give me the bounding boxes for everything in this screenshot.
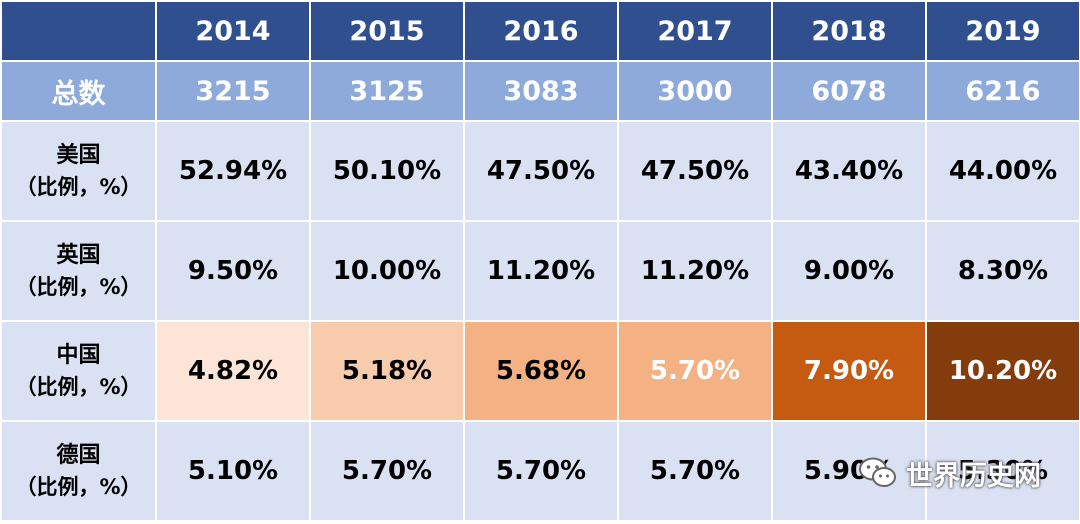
percent-cell: 7.90% bbox=[771, 320, 927, 422]
percent-cell: 5.30% bbox=[925, 420, 1080, 522]
percent-cell: 44.00% bbox=[925, 120, 1080, 222]
unit-label: （比例，%） bbox=[15, 474, 142, 499]
total-value: 3000 bbox=[617, 60, 773, 122]
percent-cell: 5.70% bbox=[617, 320, 773, 422]
unit-label: （比例，%） bbox=[15, 174, 142, 199]
percent-cell: 5.70% bbox=[309, 420, 465, 522]
corner-cell bbox=[0, 0, 157, 62]
country-label: 英国 （比例，%） bbox=[0, 220, 157, 322]
country-row: 美国 （比例，%） 52.94% 50.10% 47.50% 47.50% 43.40% 44… bbox=[0, 120, 1080, 222]
percent-cell: 47.50% bbox=[463, 120, 619, 222]
year-header: 2019 bbox=[925, 0, 1080, 62]
percent-cell: 5.18% bbox=[309, 320, 465, 422]
percent-cell: 9.00% bbox=[771, 220, 927, 322]
year-header-row: 2014 2015 2016 2017 2018 2019 bbox=[0, 0, 1080, 62]
total-value: 3215 bbox=[155, 60, 311, 122]
country-name: 德国 bbox=[56, 442, 101, 468]
percent-cell: 10.20% bbox=[925, 320, 1080, 422]
percent-cell: 5.70% bbox=[463, 420, 619, 522]
total-value: 3083 bbox=[463, 60, 619, 122]
percent-cell: 5.70% bbox=[617, 420, 773, 522]
percent-cell: 8.30% bbox=[925, 220, 1080, 322]
percent-cell: 5.68% bbox=[463, 320, 619, 422]
percent-cell: 50.10% bbox=[309, 120, 465, 222]
percent-cell: 5.90% bbox=[771, 420, 927, 522]
percent-cell: 11.20% bbox=[463, 220, 619, 322]
total-value: 3125 bbox=[309, 60, 465, 122]
total-value: 6216 bbox=[925, 60, 1080, 122]
year-header: 2016 bbox=[463, 0, 619, 62]
percent-cell: 9.50% bbox=[155, 220, 311, 322]
country-label: 中国 （比例，%） bbox=[0, 320, 157, 422]
country-name: 中国 bbox=[56, 342, 101, 368]
country-name: 美国 bbox=[56, 142, 101, 168]
country-row: 中国 （比例，%） 4.82% 5.18% 5.68% 5.70% 7.90% 10.20% bbox=[0, 320, 1080, 422]
total-label: 总数 bbox=[0, 60, 157, 122]
year-header: 2018 bbox=[771, 0, 927, 62]
country-name: 英国 bbox=[56, 242, 101, 268]
percent-cell: 47.50% bbox=[617, 120, 773, 222]
country-label: 美国 （比例，%） bbox=[0, 120, 157, 222]
percent-cell: 11.20% bbox=[617, 220, 773, 322]
year-header: 2015 bbox=[309, 0, 465, 62]
percent-cell: 52.94% bbox=[155, 120, 311, 222]
total-row: 总数 3215 3125 3083 3000 6078 6216 bbox=[0, 60, 1080, 122]
percent-cell: 5.10% bbox=[155, 420, 311, 522]
unit-label: （比例，%） bbox=[15, 374, 142, 399]
total-value: 6078 bbox=[771, 60, 927, 122]
country-label: 德国 （比例，%） bbox=[0, 420, 157, 522]
year-header: 2017 bbox=[617, 0, 773, 62]
percent-cell: 4.82% bbox=[155, 320, 311, 422]
percent-cell: 10.00% bbox=[309, 220, 465, 322]
country-row: 德国 （比例，%） 5.10% 5.70% 5.70% 5.70% 5.90% 5.30% bbox=[0, 420, 1080, 522]
country-row: 英国 （比例，%） 9.50% 10.00% 11.20% 11.20% 9.00% 8.30… bbox=[0, 220, 1080, 322]
unit-label: （比例，%） bbox=[15, 274, 142, 299]
percent-cell: 43.40% bbox=[771, 120, 927, 222]
year-header: 2014 bbox=[155, 0, 311, 62]
